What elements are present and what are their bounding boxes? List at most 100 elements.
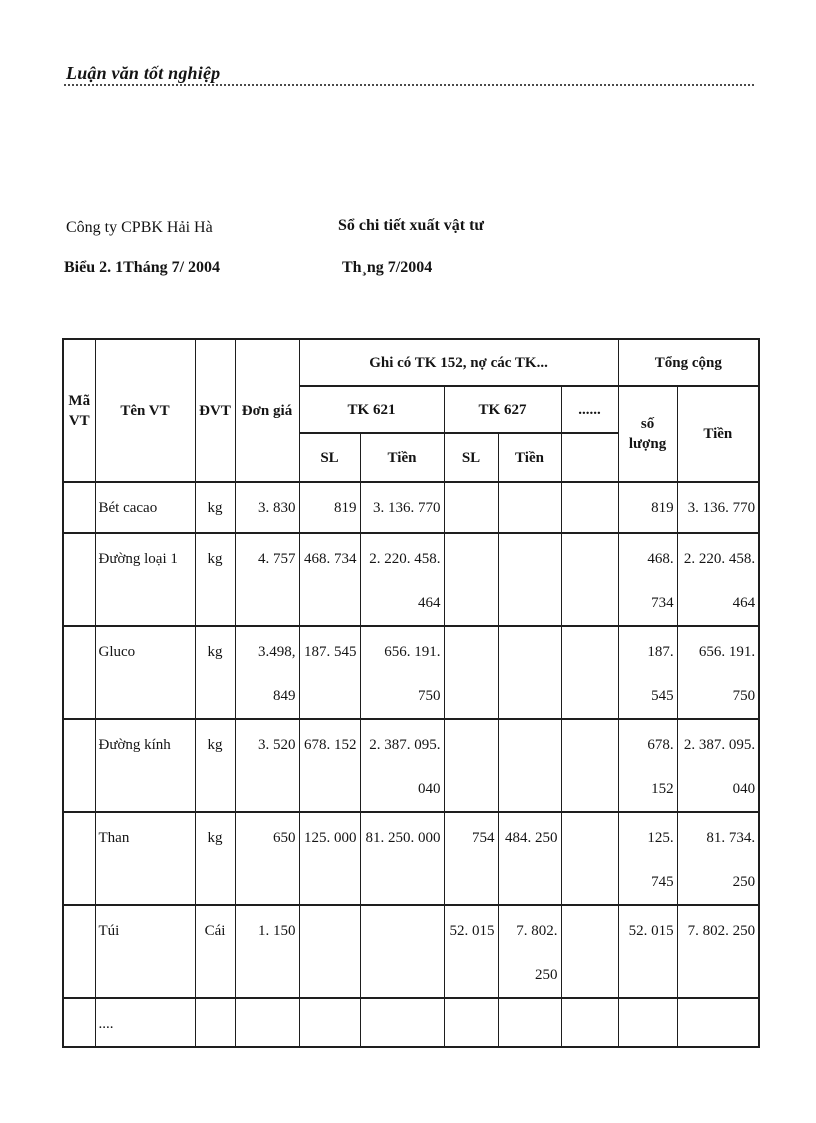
cell-ma-vt [62,625,96,720]
cell-total-sl: 52. 015 [617,904,678,999]
header-row-3: SL Tiền SL Tiền [63,432,759,483]
header-tk621: TK 621 [298,385,445,434]
table-row: Đường loại 1 kg 4. 757 468. 734 2. 220. … [62,532,760,627]
cell-dots [560,904,619,999]
cell-dots [560,532,619,627]
header-dvt: ĐVT [194,338,236,483]
cell-tk621-sl: 125. 000 [298,811,361,906]
cell-tk621-tien: 656. 191. 750 [359,625,445,720]
cell-tk621-tien [359,904,445,999]
cell-tk621-tien: 3. 136. 770 [359,481,445,534]
cell-don-gia: 3.498, 849 [234,625,300,720]
header-tien-621: Tiền [359,432,445,483]
header-tk627: TK 627 [443,385,562,434]
cell-ten-vt: Đường loại 1 [94,532,196,627]
cell-dots [560,811,619,906]
cell-tk627-tien [497,625,562,720]
cell-tk627-tien: 7. 802. 250 [497,904,562,999]
cell-ten-vt: Túi [94,904,196,999]
cell-total-sl: 468. 734 [617,532,678,627]
cell-tk621-sl: 819 [298,481,361,534]
period-label: Th¸ng 7/2004 [342,259,433,276]
cell-total-sl: 819 [617,481,678,534]
table-row: Đường kính kg 3. 520 678. 152 2. 387. 09… [62,718,760,813]
cell-tk627-tien [497,481,562,534]
cell-total-tien: 656. 191. 750 [676,625,760,720]
cell-dvt: kg [194,532,236,627]
header-so-luong: số lượng [617,385,678,483]
cell-dvt: kg [194,481,236,534]
cell-tk627-sl: 52. 015 [443,904,499,999]
header-sl-627: SL [443,432,499,483]
cell-ma-vt [62,532,96,627]
cell-ten-vt: Than [94,811,196,906]
cell-tk621-tien: 81. 250. 000 [359,811,445,906]
header-ten-vt: Tên VT [94,338,196,483]
cell-total-tien: 2. 220. 458. 464 [676,532,760,627]
cell-tk627-sl [443,481,499,534]
cell-tk621-tien: 2. 387. 095. 040 [359,718,445,813]
header-row-2: TK 621 TK 627 ...... số lượng Tiền [63,385,760,483]
cell-tk621-tien [359,997,445,1048]
cell-ten-vt: Đường kính [94,718,196,813]
header-tien-total: Tiền [676,385,760,483]
cell-ma-vt [62,904,96,999]
cell-dvt: kg [194,718,236,813]
table-row: .... [62,997,760,1048]
header-group-credit: Ghi có TK 152, nợ các TK... [298,338,619,387]
cell-tk627-sl [443,718,499,813]
table-row: Than kg 650 125. 000 81. 250. 000 754 48… [62,811,760,906]
cell-tk621-sl: 678. 152 [298,718,361,813]
cell-total-sl: 125. 745 [617,811,678,906]
cell-don-gia: 650 [234,811,300,906]
table-row: Bét cacao kg 3. 830 819 3. 136. 770 819 … [62,481,760,534]
cell-tk621-tien: 2. 220. 458. 464 [359,532,445,627]
cell-total-tien: 2. 387. 095. 040 [676,718,760,813]
cell-total-sl: 678. 152 [617,718,678,813]
header-sl-621: SL [298,432,361,483]
cell-tk621-sl: 468. 734 [298,532,361,627]
cell-dvt: kg [194,625,236,720]
cell-tk621-sl: 187. 545 [298,625,361,720]
cell-ma-vt [62,811,96,906]
cell-don-gia [234,997,300,1048]
cell-dvt: kg [194,811,236,906]
document-title: Sổ chi tiết xuất vật tư [338,217,485,234]
cell-dvt [194,997,236,1048]
header-dotted-rule [64,84,754,86]
cell-tk627-tien [497,718,562,813]
table-row: Gluco kg 3.498, 849 187. 545 656. 191. 7… [62,625,760,720]
header-group-total: Tổng cộng [617,338,760,387]
cell-ten-vt: .... [94,997,196,1048]
cell-don-gia: 3. 520 [234,718,300,813]
cell-dots [560,481,619,534]
cell-total-sl: 187. 545 [617,625,678,720]
cell-total-sl [617,997,678,1048]
cell-tk627-sl [443,625,499,720]
cell-tk627-tien: 484. 250 [497,811,562,906]
header-ma-vt: Mã VT [62,338,96,483]
header-row-1: Mã VT Tên VT ĐVT Đơn giá Ghi có TK 152, … [62,338,760,483]
cell-dots [560,997,619,1048]
cell-dvt: Cái [194,904,236,999]
cell-ma-vt [62,718,96,813]
cell-ma-vt [62,997,96,1048]
cell-tk621-sl [298,997,361,1048]
header-tien-627: Tiền [497,432,562,483]
cell-don-gia: 1. 150 [234,904,300,999]
cell-don-gia: 4. 757 [234,532,300,627]
company-name: Công ty CPBK Hải Hà [66,219,213,236]
cell-ma-vt [62,481,96,534]
table-row: Túi Cái 1. 150 52. 015 7. 802. 250 52. 0… [62,904,760,999]
cell-total-tien: 7. 802. 250 [676,904,760,999]
cell-tk627-sl [443,997,499,1048]
cell-don-gia: 3. 830 [234,481,300,534]
sheet-label: Biểu 2. 1Tháng 7/ 2004 [64,259,221,276]
cell-dots [560,718,619,813]
header-dots: ...... [560,385,619,434]
cell-ten-vt: Gluco [94,625,196,720]
running-head: Luận văn tốt nghiệp [66,63,221,83]
materials-export-table: Mã VT Tên VT ĐVT Đơn giá Ghi có TK 152, … [62,338,761,1048]
cell-tk627-tien [497,997,562,1048]
